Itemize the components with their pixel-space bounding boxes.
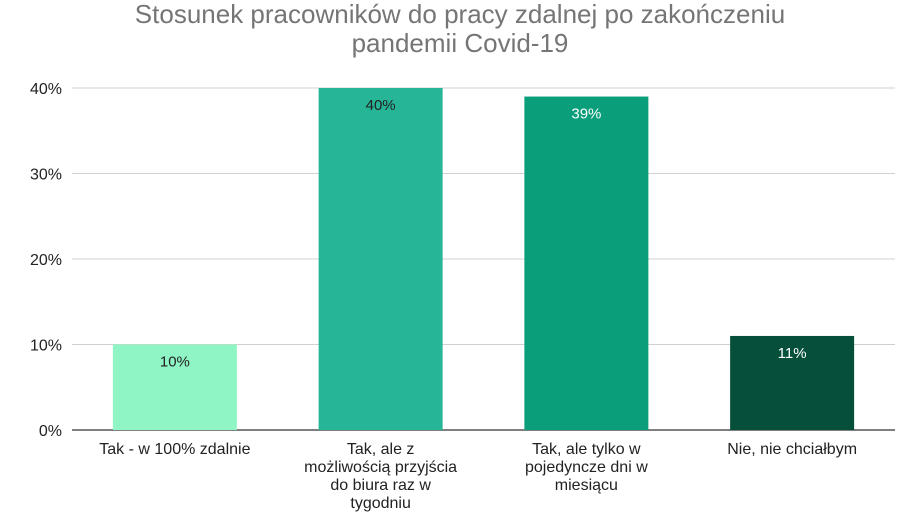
chart-title-line-1: Stosunek pracowników do pracy zdalnej po… [134, 0, 786, 29]
data-label: 40% [366, 97, 396, 114]
x-category-label: Tak - w 100% zdalnie [99, 441, 250, 458]
y-tick-label: 30% [30, 167, 62, 184]
x-category-label: pojedyncze dni w [525, 459, 648, 476]
y-tick-label: 20% [30, 252, 62, 269]
x-category-label: Tak, ale tylko w [532, 441, 641, 458]
x-category-label: Tak, ale z [347, 441, 415, 458]
x-category-label: możliwością przyjścia [304, 459, 457, 476]
data-label: 11% [778, 345, 807, 362]
data-label: 10% [160, 354, 190, 371]
x-category-label: miesiącu [555, 477, 618, 494]
bar [730, 335, 855, 430]
bar [112, 344, 237, 430]
data-label: 39% [571, 106, 601, 123]
bar [524, 96, 649, 431]
bar [318, 88, 443, 430]
x-category-label: Nie, nie chciałbym [727, 441, 857, 458]
chart-title: Stosunek pracowników do pracy zdalnej po… [0, 0, 920, 58]
y-tick-label: 40% [30, 81, 62, 98]
x-category-label: do biura raz w [330, 477, 431, 494]
chart-title-line-2: pandemii Covid-19 [351, 28, 569, 58]
y-tick-label: 10% [30, 338, 62, 355]
y-tick-label: 0% [39, 423, 62, 440]
x-category-label: tygodniu [350, 495, 411, 512]
